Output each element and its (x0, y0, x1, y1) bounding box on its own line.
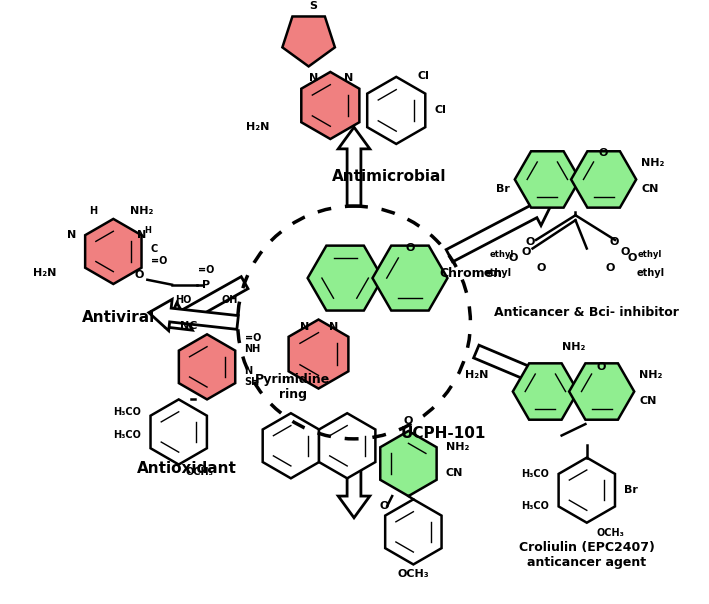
Text: anticancer agent: anticancer agent (527, 556, 647, 569)
Text: O: O (599, 148, 608, 158)
Text: H₃CO: H₃CO (113, 408, 141, 417)
Text: N: N (300, 322, 309, 332)
Text: NH₂: NH₂ (641, 158, 664, 168)
Text: Antiviral: Antiviral (82, 310, 155, 325)
Text: N: N (67, 230, 76, 240)
Text: OCH₃: OCH₃ (398, 570, 429, 579)
Text: NH₂: NH₂ (130, 206, 153, 216)
Text: Br: Br (496, 184, 510, 194)
Text: O: O (597, 362, 606, 372)
Text: NH₂: NH₂ (446, 442, 469, 452)
Text: H₂N: H₂N (246, 122, 269, 132)
Text: O: O (620, 247, 630, 257)
Text: Antimicrobial: Antimicrobial (333, 169, 447, 184)
Text: O: O (522, 247, 531, 257)
Text: N
SH: N SH (245, 366, 259, 387)
Polygon shape (319, 413, 375, 478)
Polygon shape (166, 277, 248, 330)
Text: O: O (605, 263, 615, 272)
Text: CN: CN (446, 468, 463, 478)
Text: Croliulin (EPC2407): Croliulin (EPC2407) (519, 541, 654, 554)
Text: O: O (403, 416, 413, 426)
Text: O: O (379, 501, 389, 511)
Text: N: N (345, 73, 354, 83)
Polygon shape (367, 77, 425, 144)
Polygon shape (85, 219, 142, 284)
Polygon shape (385, 500, 442, 565)
Text: O: O (536, 263, 546, 272)
Text: O: O (526, 237, 535, 246)
Polygon shape (380, 431, 437, 496)
Polygon shape (150, 399, 207, 464)
Polygon shape (515, 151, 580, 208)
Text: =O
NH: =O NH (245, 333, 261, 355)
Text: Pyrimidine
ring: Pyrimidine ring (255, 373, 330, 400)
Text: O: O (508, 253, 518, 263)
Text: Br: Br (625, 485, 638, 495)
Text: OCH₃: OCH₃ (596, 527, 625, 538)
Text: Chromen: Chromen (440, 266, 503, 280)
Text: OCH₃: OCH₃ (185, 467, 213, 477)
Text: H: H (89, 206, 97, 216)
Text: O: O (627, 253, 637, 263)
Polygon shape (289, 320, 348, 388)
Text: C
=O: C =O (151, 244, 167, 266)
Text: O: O (610, 237, 619, 246)
Text: Cl: Cl (435, 106, 447, 115)
Text: ethyl: ethyl (484, 268, 512, 278)
Text: H₂N: H₂N (465, 370, 489, 381)
Text: H₃CO: H₃CO (521, 469, 549, 479)
Text: ethyl: ethyl (637, 268, 665, 278)
Text: UCPH-101: UCPH-101 (401, 426, 486, 442)
Text: NH₂: NH₂ (639, 370, 662, 381)
Text: N: N (329, 322, 338, 332)
Text: N: N (309, 73, 318, 83)
Text: H: H (144, 226, 151, 235)
Polygon shape (282, 16, 335, 66)
Text: ethyl: ethyl (637, 250, 661, 259)
Text: N: N (138, 230, 147, 240)
Text: Cl: Cl (418, 71, 430, 82)
Text: NH₂: NH₂ (562, 342, 585, 352)
Polygon shape (559, 458, 615, 522)
Polygon shape (301, 72, 359, 139)
Polygon shape (372, 246, 447, 310)
Polygon shape (308, 246, 383, 310)
Text: H₃CO: H₃CO (521, 501, 549, 512)
Polygon shape (571, 151, 636, 208)
Polygon shape (179, 335, 235, 399)
Text: HO: HO (175, 295, 191, 304)
Text: =O: =O (199, 265, 215, 275)
Polygon shape (513, 364, 578, 420)
Text: H₂N: H₂N (33, 268, 56, 278)
Polygon shape (149, 300, 238, 331)
Polygon shape (263, 413, 319, 478)
Text: ethyl: ethyl (489, 250, 514, 259)
Text: CN: CN (641, 184, 659, 194)
Polygon shape (338, 127, 370, 206)
Polygon shape (569, 364, 635, 420)
Text: NC: NC (180, 321, 197, 332)
Text: Anticancer & Bci- inhibitor: Anticancer & Bci- inhibitor (494, 306, 679, 319)
Text: CN: CN (639, 396, 657, 406)
Text: OH: OH (221, 295, 238, 304)
Text: O: O (135, 270, 144, 280)
Text: P: P (203, 280, 211, 290)
Text: Antioxidant: Antioxidant (138, 461, 238, 476)
Polygon shape (338, 439, 370, 518)
Text: S: S (310, 1, 318, 11)
Polygon shape (446, 198, 553, 262)
Polygon shape (474, 345, 570, 397)
Text: O: O (406, 243, 415, 254)
Text: H₃CO: H₃CO (113, 430, 141, 440)
